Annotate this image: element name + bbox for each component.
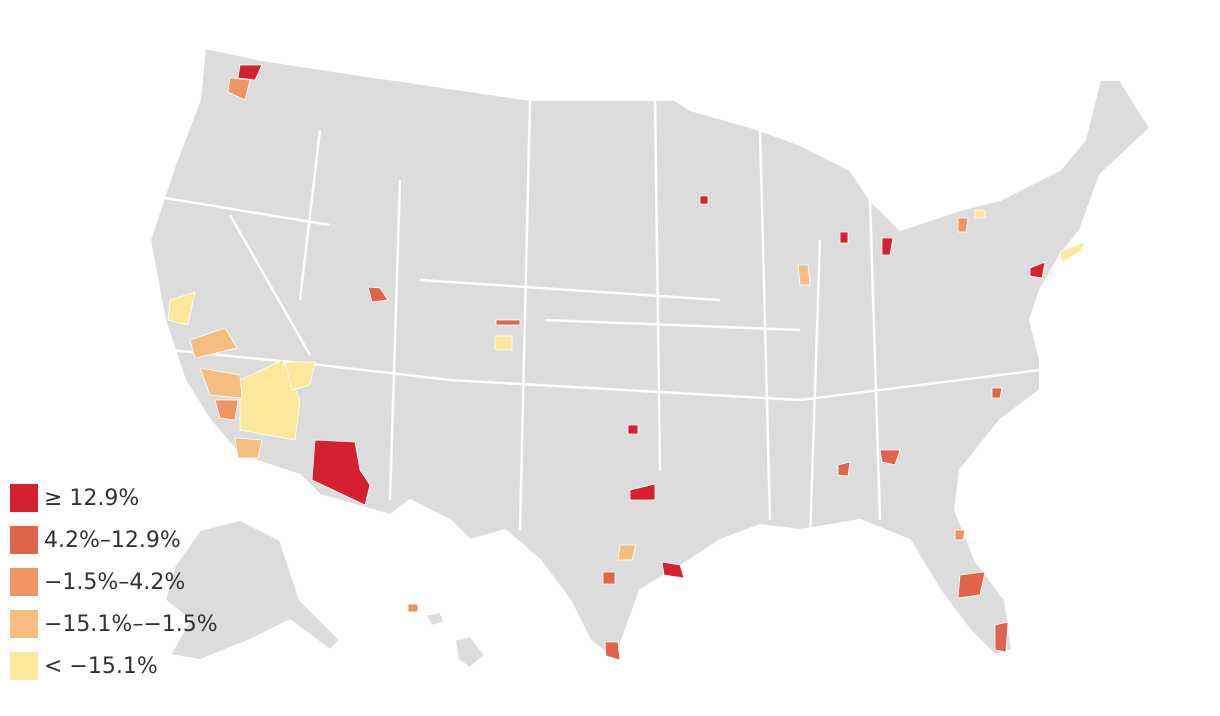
county	[881, 237, 894, 256]
county	[617, 544, 637, 561]
county	[661, 561, 685, 579]
county	[957, 217, 969, 233]
county	[957, 571, 986, 599]
county	[494, 335, 513, 351]
county	[602, 571, 616, 585]
county	[627, 424, 639, 435]
county	[837, 461, 851, 477]
legend-swatch	[10, 610, 38, 638]
state-borders	[164, 99, 1041, 541]
county	[367, 286, 389, 303]
county	[1029, 261, 1046, 279]
legend-swatch	[10, 568, 38, 596]
county	[699, 195, 709, 205]
legend-swatch	[10, 652, 38, 680]
county	[797, 264, 811, 286]
county	[495, 319, 521, 326]
legend-swatch	[10, 526, 38, 554]
county	[604, 641, 621, 661]
county	[227, 77, 251, 101]
legend-label: < −15.1%	[44, 654, 158, 679]
county	[954, 529, 966, 541]
county	[199, 367, 243, 399]
legend-label: −1.5%–4.2%	[44, 570, 185, 595]
county	[239, 359, 301, 441]
county	[1059, 241, 1086, 263]
alaska	[163, 518, 342, 662]
county	[167, 291, 196, 326]
land	[148, 46, 1152, 670]
hawaii-2	[423, 610, 447, 628]
legend-label: ≥ 12.9%	[44, 486, 139, 511]
legend-label: −15.1%–−1.5%	[44, 612, 218, 637]
county	[839, 231, 849, 244]
highlighted-counties	[167, 64, 1086, 661]
county	[311, 439, 371, 506]
county	[879, 449, 901, 466]
hawaii	[453, 634, 487, 670]
legend: ≥ 12.9% 4.2%–12.9% −1.5%–4.2% −15.1%–−1.5% <…	[10, 484, 218, 680]
county	[974, 209, 986, 219]
legend-label: 4.2%–12.9%	[44, 528, 181, 553]
county	[991, 387, 1003, 399]
county	[189, 327, 238, 359]
lower-48	[148, 46, 1152, 662]
county	[214, 399, 239, 421]
county	[629, 483, 656, 501]
county	[234, 437, 263, 459]
county	[994, 621, 1009, 653]
county	[237, 64, 263, 81]
county	[407, 603, 419, 613]
legend-swatch	[10, 484, 38, 512]
county	[284, 361, 316, 391]
